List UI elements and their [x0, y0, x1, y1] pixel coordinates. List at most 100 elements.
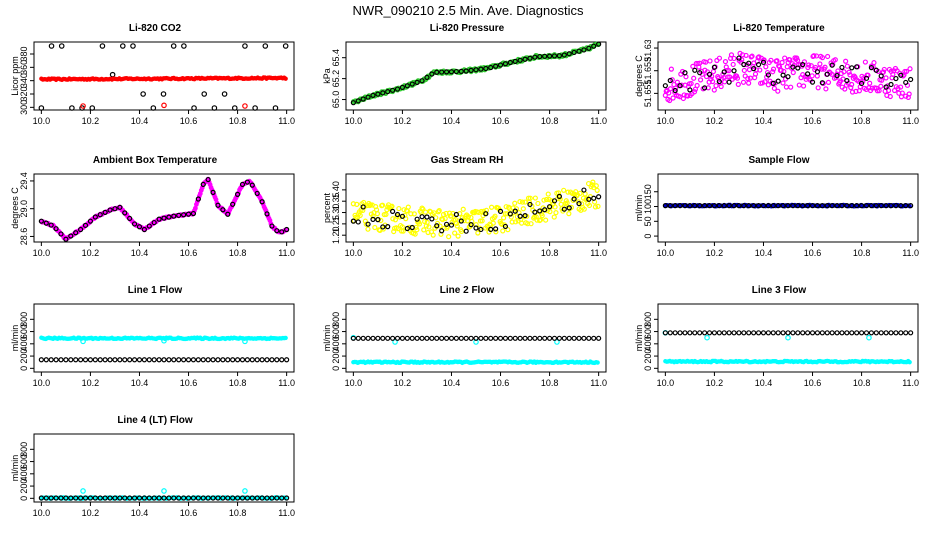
data-point [770, 330, 776, 336]
data-point [668, 66, 674, 72]
data-point [38, 495, 44, 501]
data-point [746, 67, 753, 73]
data-points [350, 334, 602, 366]
data-point [279, 229, 285, 235]
data-point [780, 330, 786, 336]
data-point [283, 335, 288, 341]
data-point [73, 357, 79, 363]
data-point [269, 357, 275, 363]
data-point [586, 45, 592, 51]
data-point [726, 330, 732, 336]
data-point [409, 81, 415, 87]
y-tick-label: 29.4 [19, 172, 29, 190]
data-points [662, 329, 914, 365]
data-point [839, 203, 845, 209]
data-point [242, 488, 248, 494]
data-point [473, 335, 479, 341]
data-point [469, 218, 475, 225]
data-point [667, 203, 673, 209]
plot-frame [345, 41, 607, 111]
data-points [38, 176, 290, 242]
y-tick-label: 65.4 [331, 49, 341, 67]
data-point [102, 495, 108, 501]
data-point [527, 201, 533, 208]
data-point [854, 330, 860, 336]
data-point [181, 495, 187, 501]
data-point [553, 210, 559, 216]
data-point [716, 330, 722, 336]
x-tick-label: 10.2 [82, 116, 100, 126]
data-point [463, 335, 469, 341]
data-point [858, 80, 865, 87]
data-point [274, 228, 280, 234]
data-point [561, 335, 567, 341]
data-point [254, 357, 260, 363]
data-point [117, 204, 123, 210]
data-point [731, 203, 737, 209]
data-point [546, 196, 552, 203]
data-point [78, 495, 84, 501]
data-point [595, 360, 600, 365]
data-point [854, 64, 860, 70]
data-point [702, 203, 708, 209]
data-point [357, 212, 363, 219]
data-point [479, 218, 485, 224]
data-point [68, 357, 74, 363]
data-point [58, 357, 64, 363]
data-point [741, 67, 747, 74]
data-point [778, 67, 784, 73]
data-point [893, 75, 899, 82]
data-point [735, 81, 741, 87]
x-tick-label: 10.6 [180, 248, 198, 258]
data-point [731, 330, 737, 336]
data-point [497, 335, 504, 341]
data-point [478, 226, 484, 233]
data-point [868, 330, 874, 336]
data-point [119, 43, 126, 49]
data-point [702, 85, 708, 91]
data-point [97, 212, 103, 218]
data-point [862, 59, 868, 65]
data-point [439, 69, 445, 75]
data-point [442, 215, 448, 222]
data-point [868, 65, 874, 71]
y-tick-label: 600 [19, 454, 29, 469]
data-point [395, 226, 401, 232]
data-point [576, 48, 582, 54]
data-point [170, 43, 177, 49]
data-point [87, 495, 94, 501]
data-point [363, 221, 369, 227]
data-point [394, 211, 401, 218]
data-point [790, 64, 796, 70]
x-tick-label: 11.0 [590, 116, 607, 126]
data-point [456, 218, 462, 224]
data-point [146, 223, 152, 229]
data-point [844, 63, 850, 69]
data-point [383, 211, 389, 217]
data-point [419, 335, 425, 341]
data-point [817, 61, 823, 67]
data-point [500, 228, 506, 234]
data-point [512, 335, 518, 341]
data-point [131, 221, 138, 227]
data-point [429, 335, 435, 341]
data-point [488, 64, 494, 71]
data-point [544, 208, 550, 214]
y-tick-label: 51.651 [643, 80, 653, 108]
data-point [596, 194, 602, 200]
data-point [731, 68, 737, 74]
data-point [409, 335, 415, 341]
x-tick-label: 10.0 [657, 378, 675, 388]
x-tick-label: 10.8 [541, 248, 559, 258]
y-tick-label: 65.0 [331, 91, 341, 109]
data-point [581, 206, 587, 212]
data-point [552, 204, 558, 210]
x-tick-label: 11.0 [590, 248, 607, 258]
data-point [225, 357, 231, 363]
data-point [249, 182, 255, 188]
data-point [662, 83, 668, 89]
data-point [571, 196, 577, 202]
data-point [404, 83, 410, 89]
data-point [551, 53, 558, 59]
data-point [746, 80, 752, 86]
